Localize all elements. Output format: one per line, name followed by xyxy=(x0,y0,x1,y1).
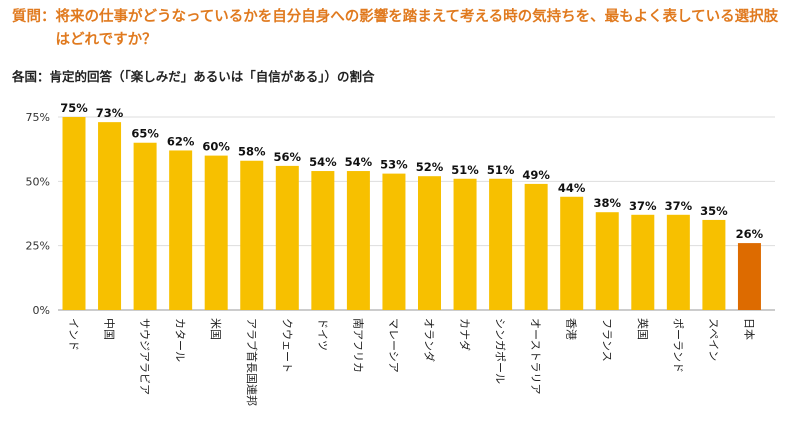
bar xyxy=(524,183,548,310)
value-label: 35% xyxy=(700,204,728,218)
value-label: 73% xyxy=(96,106,124,120)
value-label: 53% xyxy=(380,158,408,172)
category-label: ポーランド xyxy=(671,318,684,373)
category-label: 中国 xyxy=(103,318,116,340)
value-label: 62% xyxy=(167,134,195,148)
bar xyxy=(631,214,655,310)
bar xyxy=(240,160,264,310)
y-tick-label: 0% xyxy=(33,304,50,317)
question-text: 将来の仕事がどうなっているかを自分自身への影響を踏まえて考える時の気持ちを、最も… xyxy=(55,9,779,48)
bar xyxy=(62,117,86,310)
bar xyxy=(133,142,157,310)
question: 質問： 将来の仕事がどうなっているかを自分自身への影響を踏まえて考える時の気持ち… xyxy=(12,6,792,52)
category-label: 香港 xyxy=(565,318,578,340)
question-label: 質問： xyxy=(12,9,56,25)
category-label: 南アフリカ xyxy=(351,318,364,373)
category-label: 英国 xyxy=(636,318,650,340)
bar xyxy=(382,173,406,310)
bar xyxy=(275,165,299,310)
value-label: 51% xyxy=(451,163,479,177)
category-label: マレーシア xyxy=(387,318,400,373)
category-label: スペイン xyxy=(707,318,720,361)
bar xyxy=(346,171,370,310)
bar xyxy=(311,171,335,310)
value-label: 58% xyxy=(238,145,266,159)
value-label: 37% xyxy=(629,199,657,213)
bar xyxy=(595,212,619,310)
bar xyxy=(702,219,726,310)
category-label: カナダ xyxy=(458,318,472,351)
category-label: フランス xyxy=(600,318,613,362)
value-label: 26% xyxy=(736,227,764,241)
value-label: 37% xyxy=(665,199,693,213)
value-label: 65% xyxy=(131,127,159,141)
bar xyxy=(666,214,690,310)
value-label: 49% xyxy=(522,168,550,182)
bar xyxy=(169,150,193,310)
category-label: インド xyxy=(67,318,80,351)
category-label: シンガポール xyxy=(494,318,507,384)
category-label: オランダ xyxy=(423,318,437,362)
bar xyxy=(453,178,477,310)
value-label: 60% xyxy=(202,140,230,154)
bar xyxy=(418,176,441,310)
y-tick-label: 75% xyxy=(26,111,50,124)
bar xyxy=(204,155,228,310)
value-label: 56% xyxy=(274,150,302,164)
category-label: 日本 xyxy=(742,318,756,340)
value-label: 38% xyxy=(593,196,621,210)
category-label: 米国 xyxy=(209,318,222,340)
value-label: 44% xyxy=(558,181,586,195)
chart-title: 各国：肯定的回答（「楽しみだ」あるいは「自信がある」）の割合 xyxy=(12,69,375,84)
category-label: ドイツ xyxy=(316,318,329,351)
bar xyxy=(98,122,122,310)
category-label: オーストラリア xyxy=(529,318,542,394)
value-label: 54% xyxy=(309,155,337,169)
category-label: クウェート xyxy=(280,318,293,373)
bar xyxy=(737,243,761,310)
bar xyxy=(489,178,513,310)
value-label: 54% xyxy=(345,155,373,169)
bar xyxy=(560,196,584,310)
value-label: 52% xyxy=(416,160,444,174)
category-label: カタール xyxy=(174,318,187,362)
value-label: 75% xyxy=(60,101,88,115)
category-label: アラブ首長国連邦 xyxy=(245,318,259,406)
y-tick-label: 50% xyxy=(26,175,50,188)
value-label: 51% xyxy=(487,163,515,177)
category-label: サウジアラビア xyxy=(138,318,151,395)
y-tick-label: 25% xyxy=(26,240,50,253)
